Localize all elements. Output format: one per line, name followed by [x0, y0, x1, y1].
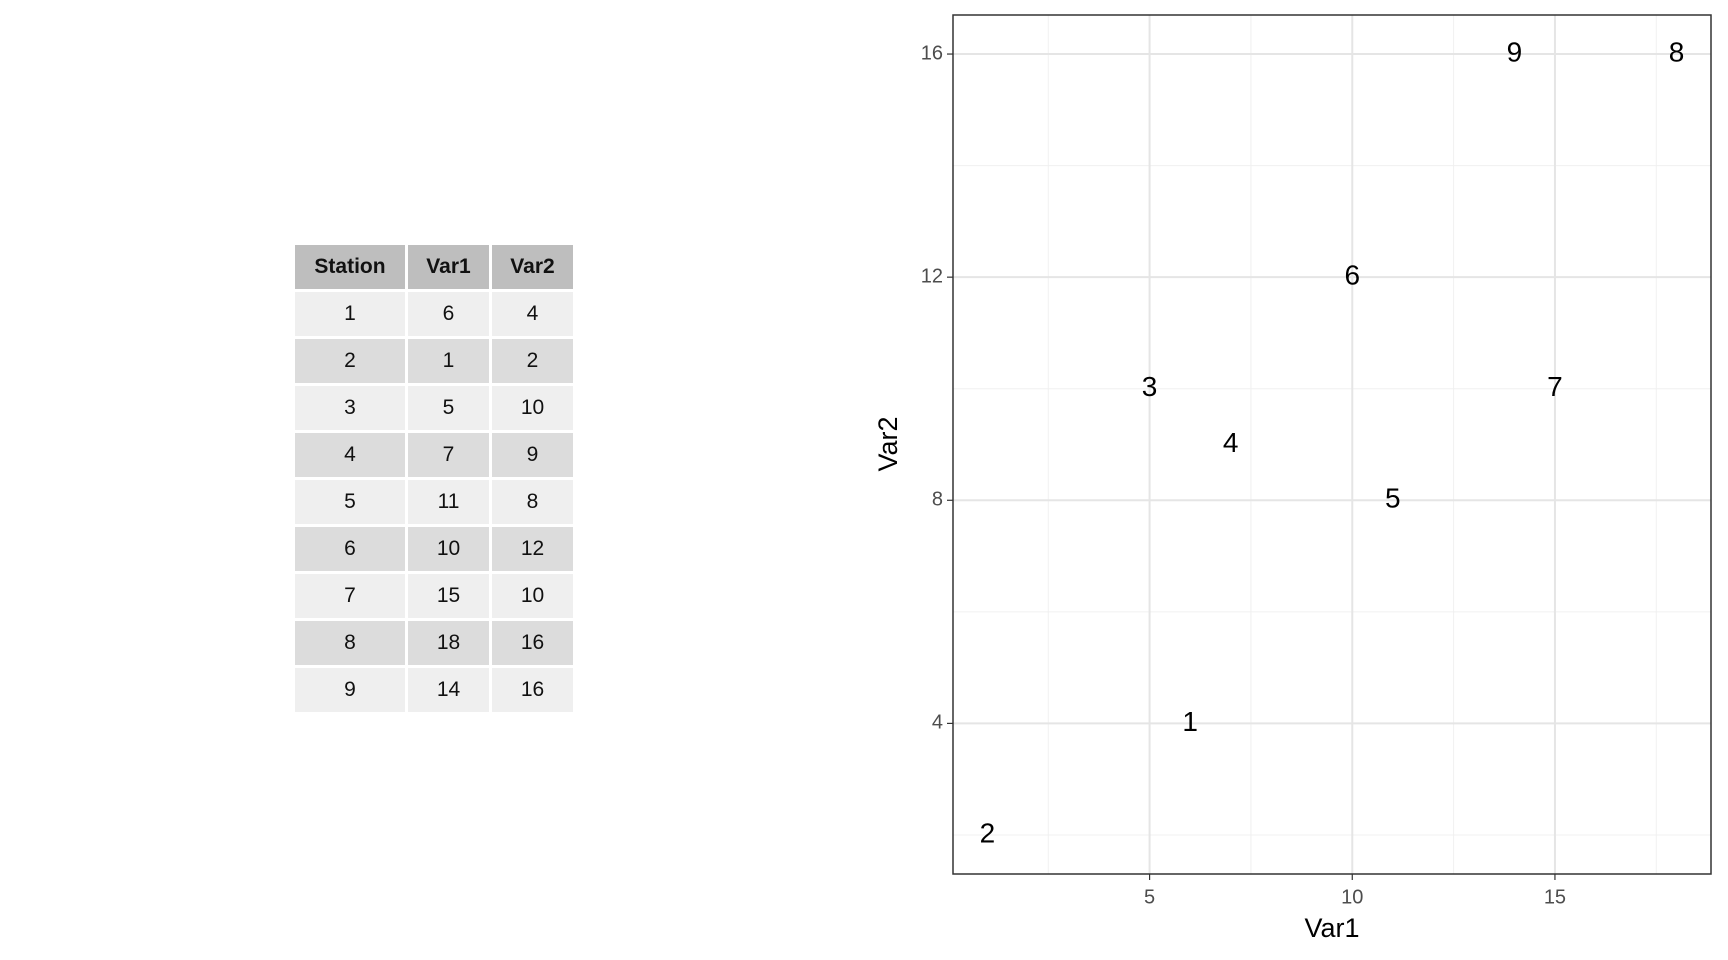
table-cell: 6 [295, 527, 405, 571]
table-cell: 16 [492, 621, 573, 665]
table-cell: 1 [295, 292, 405, 336]
column-header: Var2 [492, 245, 573, 289]
table-cell: 5 [295, 480, 405, 524]
panel-border [952, 14, 1712, 875]
y-tick-label: 16 [921, 42, 943, 64]
table-cell: 2 [295, 339, 405, 383]
table-cell: 11 [408, 480, 489, 524]
point-label: 6 [1344, 260, 1360, 291]
table-cell: 3 [295, 386, 405, 430]
y-axis-title: Var2 [873, 416, 903, 471]
table-cell: 8 [492, 480, 573, 524]
column-header: Var1 [408, 245, 489, 289]
table-cell: 16 [492, 668, 573, 712]
table-cell: 8 [295, 621, 405, 665]
table-row: 6 10 12 [295, 527, 573, 571]
table-cell: 18 [408, 621, 489, 665]
table-cell: 10 [408, 527, 489, 571]
table-cell: 2 [492, 339, 573, 383]
table-body: 1 6 4 2 1 2 3 5 10 4 7 9 5 11 8 6 10 12 7 15 10 8 18 16 9 14 16 [295, 292, 573, 712]
table-cell: 9 [295, 668, 405, 712]
column-header: Station [295, 245, 405, 289]
point-label: 8 [1669, 36, 1685, 67]
table-cell: 7 [408, 433, 489, 477]
point-label: 4 [1223, 427, 1239, 458]
x-tick-label: 15 [1544, 886, 1566, 908]
table-cell: 14 [408, 668, 489, 712]
y-tick-label: 12 [921, 265, 943, 287]
x-tick-label: 5 [1144, 886, 1155, 908]
table-row: 5 11 8 [295, 480, 573, 524]
point-label: 3 [1142, 371, 1158, 402]
table-cell: 5 [408, 386, 489, 430]
data-table: Station Var1 Var2 1 6 4 2 1 2 3 5 10 4 7 9 5 11 8 6 10 12 7 1… [292, 242, 576, 715]
point-label: 2 [980, 817, 996, 848]
point-label: 9 [1507, 36, 1523, 67]
table-cell: 9 [492, 433, 573, 477]
table-cell: 10 [492, 386, 573, 430]
x-tick-label: 10 [1341, 886, 1363, 908]
table-cell: 12 [492, 527, 573, 571]
table-cell: 6 [408, 292, 489, 336]
table-cell: 1 [408, 339, 489, 383]
table-cell: 4 [492, 292, 573, 336]
table-cell: 7 [295, 574, 405, 618]
table-cell: 10 [492, 574, 573, 618]
table-header: Station Var1 Var2 [295, 245, 573, 289]
point-label: 1 [1182, 706, 1198, 737]
table-row: 8 18 16 [295, 621, 573, 665]
x-axis-title: Var1 [1304, 913, 1359, 943]
table-row: 3 5 10 [295, 386, 573, 430]
table-row: 9 14 16 [295, 668, 573, 712]
table-cell: 15 [408, 574, 489, 618]
point-label: 5 [1385, 483, 1401, 514]
point-label: 7 [1547, 371, 1563, 402]
table-row: 7 15 10 [295, 574, 573, 618]
table-cell: 4 [295, 433, 405, 477]
y-tick-label: 4 [932, 712, 943, 734]
y-tick-label: 8 [932, 489, 943, 511]
